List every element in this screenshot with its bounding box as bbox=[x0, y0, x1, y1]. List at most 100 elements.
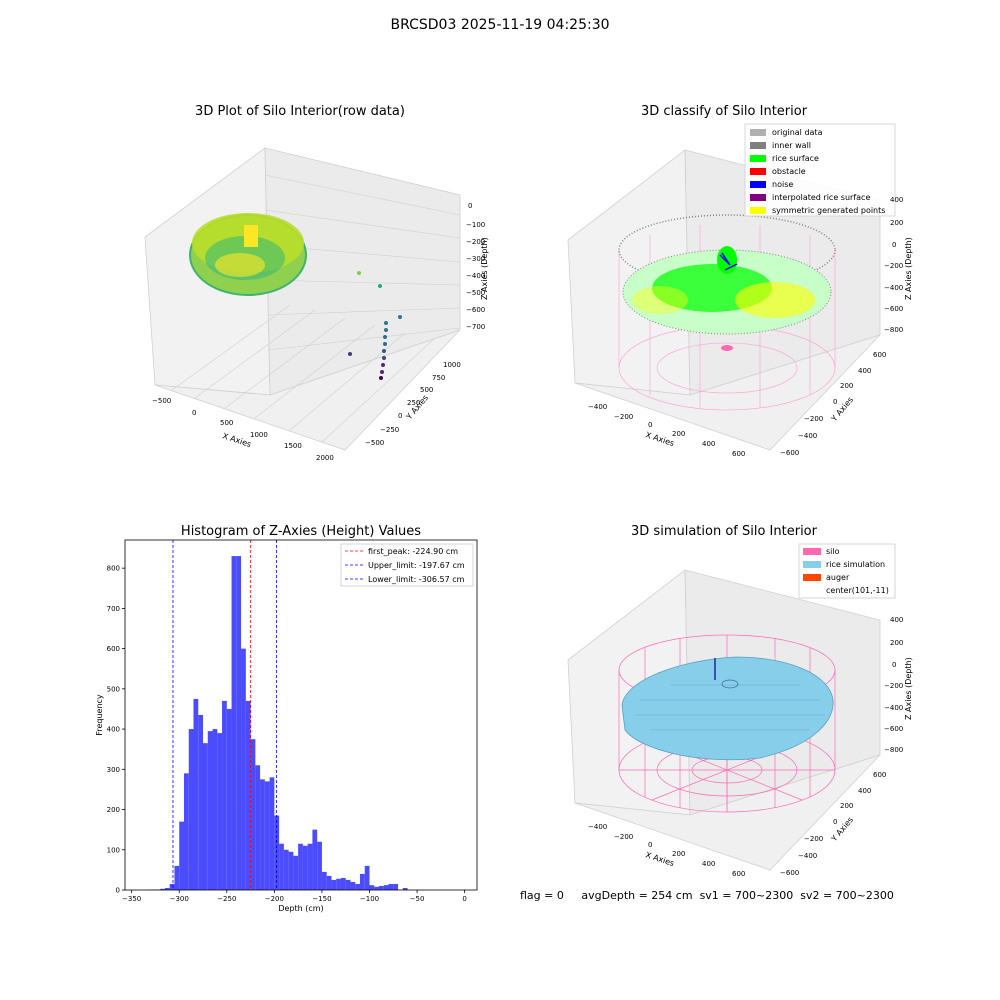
histogram-bar bbox=[160, 888, 165, 890]
histogram-bar bbox=[402, 887, 408, 890]
raw-ytick: 500 bbox=[420, 386, 433, 394]
histogram-frame bbox=[124, 539, 478, 891]
histogram-bar bbox=[355, 883, 360, 890]
histogram-bar bbox=[379, 885, 384, 890]
classify-legend: original data inner wall rice surface ob… bbox=[744, 123, 896, 217]
histogram-bar bbox=[250, 739, 256, 890]
classify-legend-label: noise bbox=[772, 180, 793, 189]
classify-ztick: 400 bbox=[890, 196, 903, 204]
simulation-xtick: 0 bbox=[648, 841, 652, 849]
raw-xtick: −500 bbox=[152, 397, 171, 405]
raw-ytick: 1000 bbox=[443, 361, 461, 369]
simulation-ztick: 200 bbox=[890, 639, 903, 647]
histogram-bar bbox=[350, 881, 356, 890]
histogram-bar bbox=[245, 700, 251, 890]
raw-ztick: −700 bbox=[466, 323, 485, 331]
histogram-bar bbox=[393, 883, 399, 890]
histogram-bar bbox=[188, 729, 194, 890]
classify-legend-label: inner wall bbox=[772, 141, 811, 150]
histogram-yticks: 0 100 200 300 400 500 600 700 800 bbox=[107, 565, 125, 895]
raw-zlabel: Z Axies (Depth) bbox=[480, 237, 489, 300]
histogram-bar bbox=[288, 851, 294, 890]
histogram-bar bbox=[359, 873, 365, 890]
raw-ztick: −600 bbox=[466, 306, 485, 314]
simulation-ztick: −800 bbox=[884, 746, 903, 754]
raw-ytick: −500 bbox=[365, 439, 384, 447]
histogram-ytick-label: 0 bbox=[116, 887, 120, 895]
histogram-ytick-label: 100 bbox=[107, 846, 120, 854]
classify-ytick: 200 bbox=[840, 382, 853, 390]
histogram-bar bbox=[183, 773, 189, 890]
histogram-xlabel: Depth (cm) bbox=[278, 904, 323, 913]
histogram-bar bbox=[388, 883, 394, 890]
simulation-ytick: −600 bbox=[780, 869, 799, 877]
classify-zlabel: Z Axies (Depth) bbox=[904, 237, 913, 300]
histogram-xtick-label: 0 bbox=[462, 895, 466, 903]
raw-xtick: 1000 bbox=[250, 431, 268, 439]
legend-lower-limit: Lower_limit: -306.57 cm bbox=[368, 575, 465, 584]
raw-ticks: −500 0 500 1000 1500 2000 −500 −250 0 25… bbox=[152, 202, 485, 462]
raw-ztick: 0 bbox=[468, 202, 472, 210]
histogram-bar bbox=[193, 698, 199, 890]
histogram-bar bbox=[364, 865, 370, 890]
simulation-xtick: −400 bbox=[588, 823, 607, 831]
histogram-xtick-label: −350 bbox=[122, 895, 141, 903]
histogram-bar bbox=[321, 871, 327, 890]
raw-ytick: 0 bbox=[398, 412, 402, 420]
histogram-bar bbox=[312, 829, 318, 890]
classify-legend-label: original data bbox=[772, 128, 823, 137]
histogram-xtick-label: −250 bbox=[217, 895, 236, 903]
classify-legend-label: obstacle bbox=[772, 167, 806, 176]
simulation-ytick: −200 bbox=[804, 835, 823, 843]
histogram-bar bbox=[226, 708, 232, 890]
histogram-xtick-label: −300 bbox=[170, 895, 189, 903]
histogram-bar bbox=[217, 733, 223, 890]
simulation-ticks: −400 −200 0 200 400 600 −600 −400 −200 0… bbox=[588, 616, 903, 878]
simulation-legend-label: center(101,-11) bbox=[826, 586, 889, 595]
histogram-bar bbox=[302, 845, 308, 890]
histogram-bar bbox=[264, 781, 270, 890]
classify-inner-wall bbox=[618, 214, 836, 286]
simulation-ztick: −600 bbox=[884, 725, 903, 733]
histogram-bar bbox=[212, 729, 218, 890]
histogram-ytick-label: 700 bbox=[107, 605, 120, 613]
histogram-bar bbox=[255, 765, 261, 890]
simulation-legend-label: auger bbox=[826, 573, 850, 582]
classify-ztick: −600 bbox=[884, 305, 903, 313]
histogram-bar bbox=[198, 715, 204, 890]
status-sv1: sv1 = 700~2300 bbox=[699, 889, 794, 902]
histogram-xtick-label: −200 bbox=[265, 895, 284, 903]
histogram-ytick-label: 300 bbox=[107, 766, 120, 774]
histogram-bar bbox=[326, 875, 332, 890]
simulation-ytick: 400 bbox=[858, 787, 871, 795]
classify-ytick: 0 bbox=[833, 398, 837, 406]
simulation-xtick: −200 bbox=[614, 833, 633, 841]
simulation-ytick: 200 bbox=[840, 802, 853, 810]
histogram-bar bbox=[179, 821, 184, 890]
classify-rice-surface bbox=[622, 246, 832, 351]
histogram-bar bbox=[317, 841, 322, 890]
simulation-ztick: 400 bbox=[890, 616, 903, 624]
histogram-ytick-label: 600 bbox=[107, 645, 120, 653]
histogram-bar bbox=[331, 879, 337, 890]
classify-legend-label: interpolated rice surface bbox=[772, 193, 870, 202]
classify-ytick: 400 bbox=[858, 367, 871, 375]
raw-ytick: 250 bbox=[407, 399, 420, 407]
simulation-ytick: 0 bbox=[833, 818, 837, 826]
histogram-bar bbox=[269, 777, 275, 890]
raw-xtick: 2000 bbox=[316, 454, 334, 462]
histogram-bar bbox=[293, 855, 299, 890]
histogram-ytick-label: 200 bbox=[107, 806, 120, 814]
simulation-plot-title: 3D simulation of Silo Interior bbox=[631, 524, 817, 539]
histogram-bar bbox=[236, 556, 242, 890]
raw-ytick: −250 bbox=[380, 426, 399, 434]
histogram-bar bbox=[283, 849, 289, 890]
histogram-xticks: −350 −300 −250 −200 −150 −100 −50 0 bbox=[122, 890, 467, 903]
classify-xtick: 0 bbox=[648, 421, 652, 429]
histogram-reference-lines bbox=[172, 540, 277, 890]
classify-legend-label: rice surface bbox=[772, 154, 819, 163]
histogram-bar bbox=[174, 865, 180, 890]
